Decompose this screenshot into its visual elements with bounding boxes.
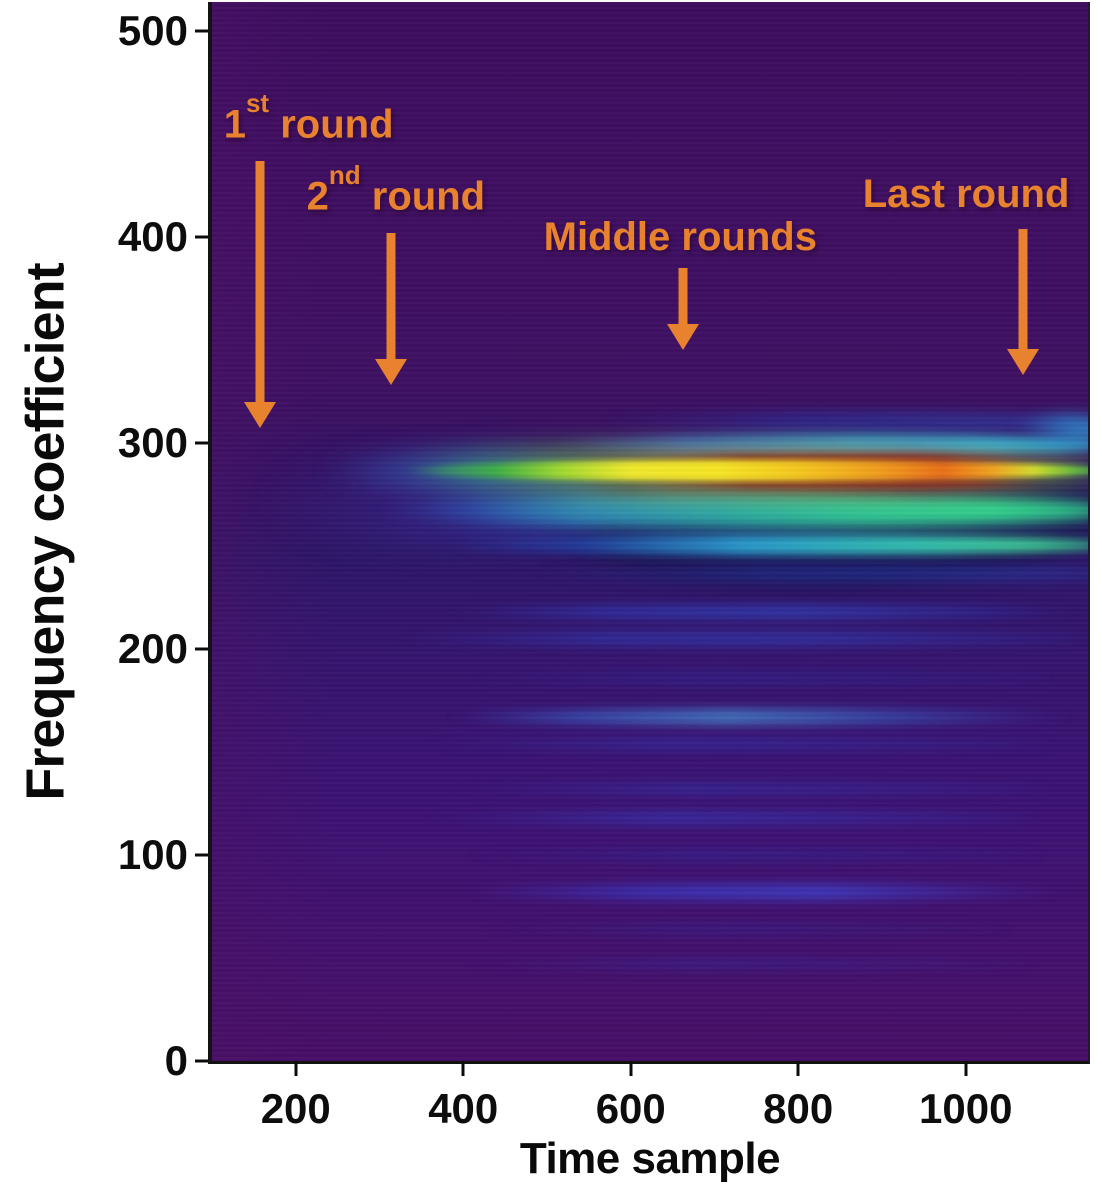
annotation-label-0: 1st round (223, 87, 394, 147)
y-tick-mark-200 (195, 647, 208, 651)
y-tick-mark-100 (195, 853, 208, 857)
y-tick-label-200: 200 (117, 624, 188, 672)
x-tick-label-400: 400 (428, 1085, 499, 1132)
spectrogram-band-faint-band-310 (597, 412, 1088, 433)
arrow-shaft (1018, 228, 1028, 351)
y-axis-label-container: Frequency coefficient (0, 2, 92, 1061)
arrow-head-icon (667, 324, 700, 351)
arrow-head-icon (1006, 348, 1039, 375)
spectrogram-band-main-band-core (404, 460, 1088, 482)
y-tick-label-0: 0 (164, 1037, 188, 1084)
y-tick-mark-300 (195, 441, 208, 445)
spectrogram-band-red-edge-bottom (647, 478, 1050, 488)
spectrogram-band-teal-band-267 (379, 495, 1088, 527)
arrow-shaft (678, 267, 688, 327)
y-axis-label: Frequency coefficient (16, 262, 77, 801)
x-axis-label: Time sample (519, 1134, 781, 1183)
spectrogram-band-low-band-205 (396, 631, 1083, 646)
y-tick-label-300: 300 (117, 418, 188, 466)
spectrogram-band-low-band-82 (463, 883, 1067, 901)
spectrogram-band-low-band-186 (463, 671, 1050, 684)
spectrogram-band-low-band-100 (463, 848, 1042, 862)
spectrogram-band-cyan-band-250 (446, 534, 1088, 556)
spectrogram-band-low-band-167 (446, 708, 1075, 726)
annotation-arrow-3 (1006, 228, 1039, 375)
x-tick-label-600: 600 (595, 1085, 666, 1132)
annotation-arrow-0 (243, 160, 276, 429)
x-tick-label-1000: 1000 (919, 1085, 1013, 1132)
annotation-label-2: Middle rounds (543, 215, 817, 260)
spectrogram-band-low-band-154 (421, 737, 1050, 750)
annotation-label-3: Last round (862, 172, 1070, 216)
spectrogram-band-low-band-218 (446, 604, 1083, 620)
spectrogram-band-faint-band-236 (530, 565, 1088, 582)
spectrogram-band-low-band-132 (446, 782, 1050, 796)
x-tick-label-800: 800 (763, 1085, 834, 1132)
annotation-arrow-2 (667, 267, 700, 351)
arrow-shaft (386, 232, 396, 362)
y-tick-mark-0 (195, 1059, 208, 1063)
arrow-head-icon (243, 402, 276, 429)
x-tick-label-200: 200 (260, 1085, 331, 1132)
y-tick-mark-500 (195, 29, 208, 33)
spectrogram-plot-area: 1st round 2nd round Middle rounds Last roun… (208, 2, 1090, 1064)
spectrogram-band-low-band-118 (421, 810, 1033, 826)
annotation-label-1: 2nd round (306, 160, 486, 219)
arrow-shaft (255, 160, 265, 405)
y-tick-mark-400 (195, 235, 208, 239)
spectrogram-band-low-band-47 (463, 957, 1033, 971)
annotation-arrow-1 (375, 232, 408, 386)
spectrogram-band-low-band-64 (479, 922, 1008, 936)
spectrogram-band-red-edge-top (647, 453, 1033, 463)
y-tick-label-400: 400 (117, 212, 188, 260)
spectrogram-band-corner-cyan-306 (1015, 416, 1088, 445)
y-tick-label-500: 500 (117, 6, 188, 54)
y-tick-label-100: 100 (117, 830, 188, 878)
arrow-head-icon (375, 359, 408, 386)
